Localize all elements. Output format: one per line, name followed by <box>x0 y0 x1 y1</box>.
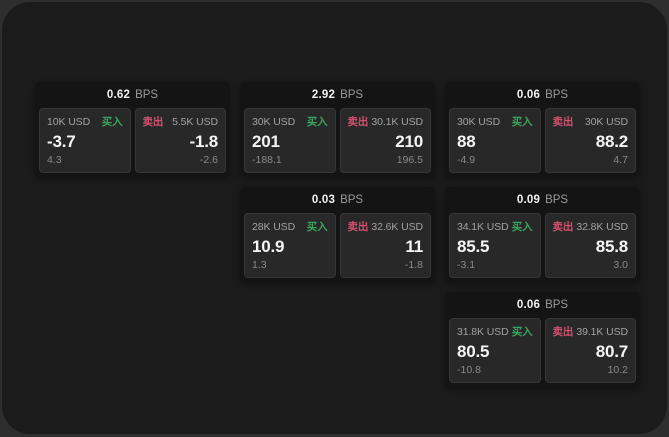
card-header: 0.06 BPS <box>445 82 640 108</box>
card-header: 2.92 BPS <box>240 82 435 108</box>
bps-value: 0.03 <box>311 194 336 206</box>
bps-unit-label: BPS <box>545 299 569 311</box>
bps-value: 2.92 <box>311 89 336 101</box>
buy-price: 85.5 <box>457 237 490 256</box>
bps-value: 0.62 <box>106 89 131 101</box>
sell-panel[interactable]: 卖出 30K USD 88.2 4.7 <box>544 108 636 173</box>
buy-side-label: 买入 <box>511 116 533 128</box>
buy-side-label: 买入 <box>306 221 328 233</box>
sell-side-label: 卖出 <box>552 221 574 233</box>
price-panels: 30K USD 买入 88 -4.9 卖出 30K USD 88.2 4.7 <box>445 108 640 173</box>
quote-card-5: 0.09 BPS 34.1K USD 买入 85.5 -3.1 卖出 32.8K… <box>445 187 640 282</box>
sell-panel[interactable]: 卖出 5.5K USD -1.8 -2.6 <box>134 108 226 173</box>
buy-panel[interactable]: 10K USD 买入 -3.7 4.3 <box>39 108 131 173</box>
buy-delta: -3.1 <box>457 259 476 271</box>
sell-amount: 32.6K USD <box>371 221 423 233</box>
sell-panel[interactable]: 卖出 39.1K USD 80.7 10.2 <box>544 318 636 383</box>
sell-price: 210 <box>395 132 423 151</box>
sell-panel[interactable]: 卖出 30.1K USD 210 196.5 <box>339 108 431 173</box>
sell-side-label: 卖出 <box>552 326 574 338</box>
sell-price: -1.8 <box>189 132 219 151</box>
buy-amount: 10K USD <box>47 116 91 128</box>
sell-panel[interactable]: 卖出 32.6K USD 11 -1.8 <box>339 213 431 278</box>
buy-amount: 30K USD <box>252 116 296 128</box>
card-header: 0.62 BPS <box>35 82 230 108</box>
quote-card-4: 0.03 BPS 28K USD 买入 10.9 1.3 卖出 32.6K US… <box>240 187 435 282</box>
sell-delta: 3.0 <box>613 259 628 271</box>
buy-price: 10.9 <box>252 237 285 256</box>
buy-panel[interactable]: 30K USD 买入 201 -188.1 <box>244 108 336 173</box>
buy-side-label: 买入 <box>511 326 533 338</box>
bps-unit-label: BPS <box>135 89 159 101</box>
buy-panel[interactable]: 28K USD 买入 10.9 1.3 <box>244 213 336 278</box>
price-panels: 30K USD 买入 201 -188.1 卖出 30.1K USD 210 1… <box>240 108 435 173</box>
sell-delta: 196.5 <box>396 154 423 166</box>
sell-price: 85.8 <box>595 237 628 256</box>
price-panels: 31.8K USD 买入 80.5 -10.8 卖出 39.1K USD 80.… <box>445 318 640 383</box>
sell-side-label: 卖出 <box>347 116 369 128</box>
buy-side-label: 买入 <box>101 116 123 128</box>
sell-side-label: 卖出 <box>142 116 164 128</box>
buy-amount: 31.8K USD <box>457 326 509 338</box>
buy-amount: 28K USD <box>252 221 296 233</box>
sell-delta: -1.8 <box>404 259 423 271</box>
quote-card-2: 2.92 BPS 30K USD 买入 201 -188.1 卖出 30.1K … <box>240 82 435 177</box>
bps-unit-label: BPS <box>545 89 569 101</box>
buy-price: -3.7 <box>47 132 76 151</box>
buy-delta: -188.1 <box>252 154 282 166</box>
sell-side-label: 卖出 <box>552 116 574 128</box>
sell-amount: 30K USD <box>584 116 628 128</box>
card-header: 0.03 BPS <box>240 187 435 213</box>
sell-side-label: 卖出 <box>347 221 369 233</box>
sell-amount: 32.8K USD <box>576 221 628 233</box>
buy-delta: -10.8 <box>457 364 481 376</box>
price-panels: 28K USD 买入 10.9 1.3 卖出 32.6K USD 11 -1.8 <box>240 213 435 278</box>
buy-side-label: 买入 <box>306 116 328 128</box>
buy-panel[interactable]: 30K USD 买入 88 -4.9 <box>449 108 541 173</box>
bps-unit-label: BPS <box>340 89 364 101</box>
sell-price: 80.7 <box>595 342 628 361</box>
buy-price: 201 <box>252 132 280 151</box>
bps-value: 0.09 <box>516 194 541 206</box>
buy-delta: 4.3 <box>47 154 62 166</box>
card-header: 0.06 BPS <box>445 292 640 318</box>
sell-delta: 4.7 <box>613 154 628 166</box>
bps-value: 0.06 <box>516 89 541 101</box>
price-panels: 34.1K USD 买入 85.5 -3.1 卖出 32.8K USD 85.8… <box>445 213 640 278</box>
sell-price: 88.2 <box>595 132 628 151</box>
sell-amount: 39.1K USD <box>576 326 628 338</box>
buy-price: 88 <box>457 132 476 151</box>
buy-amount: 34.1K USD <box>457 221 509 233</box>
buy-panel[interactable]: 31.8K USD 买入 80.5 -10.8 <box>449 318 541 383</box>
buy-side-label: 买入 <box>511 221 533 233</box>
bps-unit-label: BPS <box>545 194 569 206</box>
sell-delta: 10.2 <box>607 364 628 376</box>
buy-amount: 30K USD <box>457 116 501 128</box>
bps-value: 0.06 <box>516 299 541 311</box>
sell-amount: 5.5K USD <box>172 116 218 128</box>
sell-panel[interactable]: 卖出 32.8K USD 85.8 3.0 <box>544 213 636 278</box>
sell-delta: -2.6 <box>199 154 218 166</box>
buy-price: 80.5 <box>457 342 490 361</box>
quote-card-1: 0.62 BPS 10K USD 买入 -3.7 4.3 卖出 5.5K USD… <box>35 82 230 177</box>
buy-delta: -4.9 <box>457 154 476 166</box>
quote-card-3: 0.06 BPS 30K USD 买入 88 -4.9 卖出 30K USD 8… <box>445 82 640 177</box>
bps-unit-label: BPS <box>340 194 364 206</box>
price-panels: 10K USD 买入 -3.7 4.3 卖出 5.5K USD -1.8 -2.… <box>35 108 230 173</box>
buy-delta: 1.3 <box>252 259 267 271</box>
quote-card-6: 0.06 BPS 31.8K USD 买入 80.5 -10.8 卖出 39.1… <box>445 292 640 387</box>
buy-panel[interactable]: 34.1K USD 买入 85.5 -3.1 <box>449 213 541 278</box>
card-header: 0.09 BPS <box>445 187 640 213</box>
sell-amount: 30.1K USD <box>371 116 423 128</box>
sell-price: 11 <box>405 237 423 256</box>
